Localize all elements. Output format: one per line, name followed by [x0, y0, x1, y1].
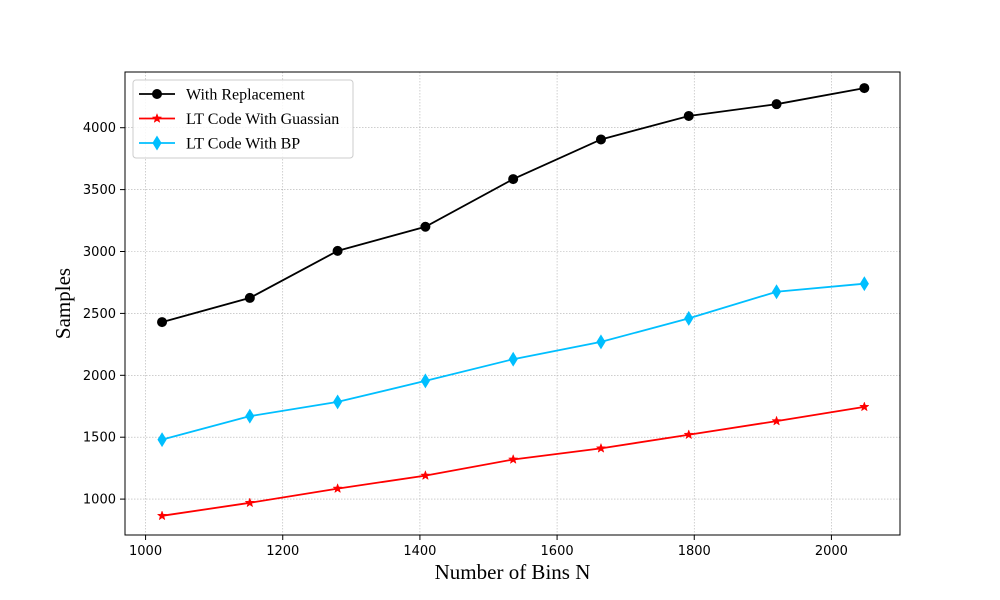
- data-point: [244, 292, 255, 303]
- data-point: [156, 510, 168, 521]
- series-0: [157, 83, 870, 328]
- x-tick-label: 1200: [266, 544, 299, 559]
- data-point: [157, 432, 167, 448]
- plot-area-frame: [124, 71, 901, 536]
- legend-item: LT Code With Guassian: [139, 111, 339, 128]
- y-tick-label: 4000: [83, 121, 116, 136]
- data-point: [595, 134, 606, 145]
- legend-label: With Replacement: [186, 87, 305, 104]
- data-point: [420, 221, 431, 232]
- data-point: [245, 408, 255, 424]
- y-tick-label: 3000: [83, 245, 116, 260]
- y-tick-label: 1500: [83, 431, 116, 446]
- y-tick-label: 2000: [83, 369, 116, 384]
- x-axis-label: Number of Bins N: [435, 560, 591, 584]
- data-point: [333, 394, 343, 410]
- y-tick-label: 2500: [83, 307, 116, 322]
- data-point: [595, 442, 607, 453]
- x-tick-label: 1800: [678, 544, 711, 559]
- data-point: [684, 310, 694, 326]
- y-tick-label: 1000: [83, 493, 116, 508]
- legend-item: With Replacement: [139, 87, 305, 104]
- legend-marker: [151, 112, 163, 123]
- data-point: [683, 110, 694, 121]
- x-tick-label: 1000: [129, 544, 162, 559]
- data-point: [244, 497, 256, 508]
- data-point: [508, 174, 519, 185]
- data-point: [683, 429, 695, 440]
- data-point: [859, 83, 870, 94]
- data-point: [596, 334, 606, 350]
- x-tick-label: 1600: [541, 544, 574, 559]
- series-2: [157, 276, 869, 448]
- data-point: [771, 284, 782, 300]
- axis-ticks: 1000 1200 1400 1600 1800 2000 1000 1500 2000 2500…: [83, 121, 848, 559]
- legend-item: LT Code With BP: [139, 136, 300, 153]
- x-tick-label: 1400: [403, 544, 436, 559]
- x-tick-label: 2000: [815, 544, 848, 559]
- legend-label: LT Code With Guassian: [186, 111, 339, 128]
- grid-lines: [125, 72, 900, 535]
- data-point: [507, 453, 519, 464]
- series-group: [156, 83, 870, 521]
- data-point: [157, 317, 168, 328]
- data-point: [420, 373, 430, 389]
- data-point: [859, 401, 870, 412]
- y-tick-label: 3500: [83, 183, 116, 198]
- legend: With Replacement LT Code With Guassian LT …: [132, 79, 354, 159]
- y-axis-label: Samples: [51, 268, 75, 339]
- data-point: [332, 483, 343, 494]
- legend-label: LT Code With BP: [186, 136, 300, 153]
- data-point: [420, 470, 431, 481]
- data-point: [508, 351, 518, 367]
- data-point: [771, 415, 782, 426]
- legend-box: [132, 79, 354, 159]
- data-point: [859, 276, 869, 292]
- data-point: [332, 245, 343, 256]
- series-1: [156, 401, 870, 521]
- legend-marker: [152, 89, 162, 99]
- data-point: [771, 99, 782, 110]
- legend-marker: [152, 135, 162, 151]
